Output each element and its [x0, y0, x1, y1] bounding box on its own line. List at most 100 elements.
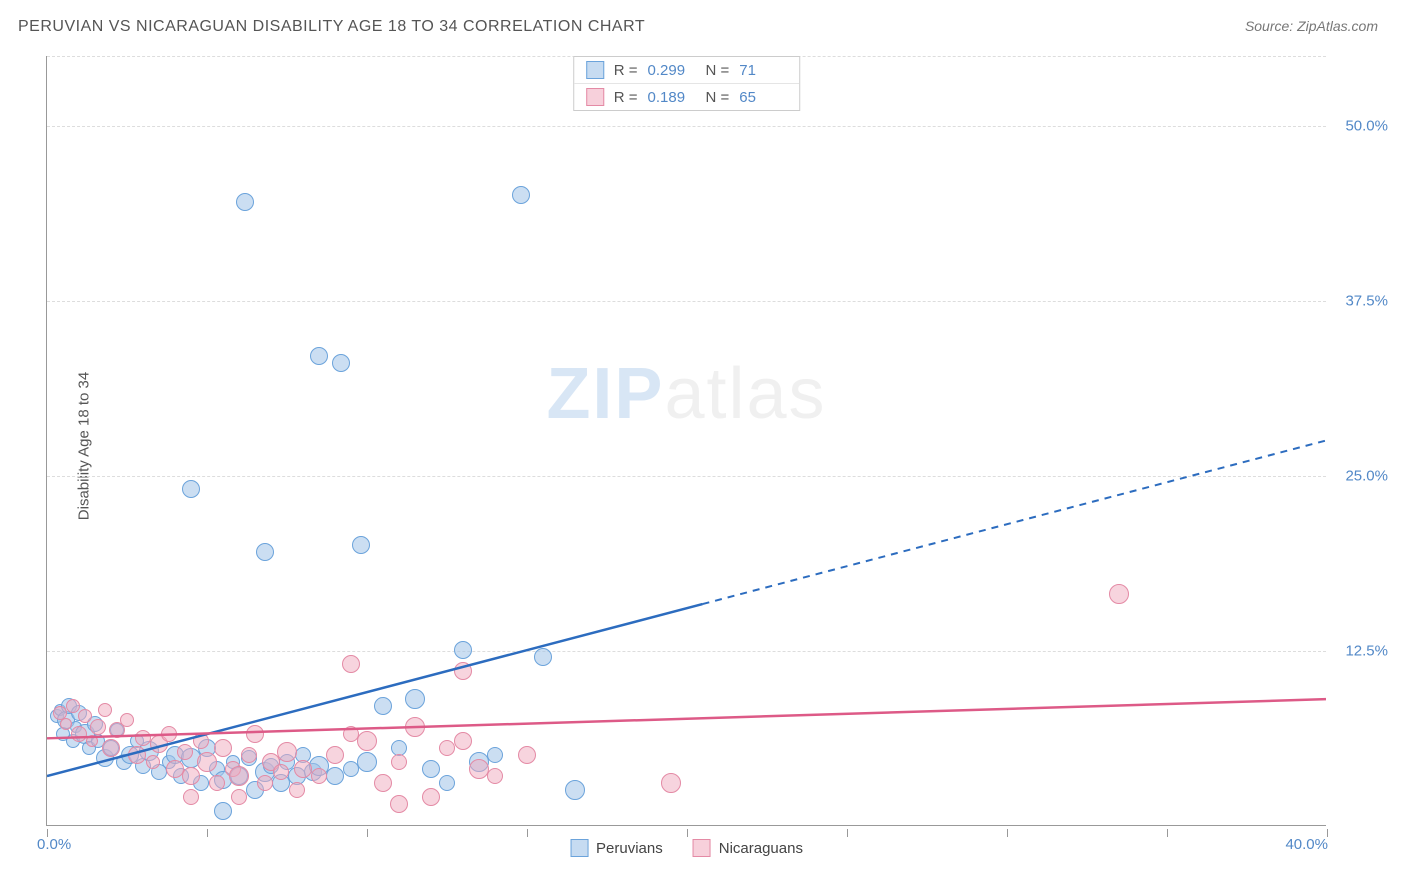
swatch-pink-icon	[693, 839, 711, 857]
scatter-point-nicaraguans	[71, 726, 87, 742]
scatter-point-nicaraguans	[518, 746, 536, 764]
scatter-point-nicaraguans	[60, 718, 72, 730]
scatter-point-nicaraguans	[391, 754, 407, 770]
scatter-point-nicaraguans	[273, 764, 289, 780]
scatter-point-nicaraguans	[487, 768, 503, 784]
scatter-point-nicaraguans	[454, 662, 472, 680]
n-value-nicaraguans: 65	[739, 89, 787, 106]
y-tick-label: 25.0%	[1345, 468, 1388, 485]
watermark: ZIPatlas	[546, 353, 826, 435]
scatter-point-nicaraguans	[146, 755, 160, 769]
scatter-point-nicaraguans	[257, 775, 273, 791]
scatter-point-peruvians	[256, 543, 274, 561]
scatter-point-peruvians	[214, 802, 232, 820]
scatter-point-nicaraguans	[214, 739, 232, 757]
scatter-point-peruvians	[512, 186, 530, 204]
trend-line-dashed-peruvians	[702, 441, 1326, 605]
scatter-point-peruvians	[405, 689, 425, 709]
x-tick	[1167, 829, 1168, 837]
x-tick	[1327, 829, 1328, 837]
scatter-point-nicaraguans	[135, 730, 151, 746]
scatter-point-nicaraguans	[311, 768, 327, 784]
scatter-point-nicaraguans	[390, 795, 408, 813]
watermark-atlas: atlas	[664, 354, 826, 434]
scatter-point-nicaraguans	[193, 733, 209, 749]
r-value-peruvians: 0.299	[648, 62, 696, 79]
scatter-point-nicaraguans	[229, 766, 249, 786]
swatch-blue-icon	[570, 839, 588, 857]
scatter-point-peruvians	[487, 747, 503, 763]
scatter-point-nicaraguans	[183, 789, 199, 805]
legend-stats-row-nicaraguans: R = 0.189 N = 65	[574, 84, 800, 110]
gridline-h	[47, 301, 1326, 302]
scatter-point-peruvians	[352, 536, 370, 554]
trend-lines-svg	[47, 56, 1326, 825]
scatter-point-nicaraguans	[454, 732, 472, 750]
legend-stats-row-peruvians: R = 0.299 N = 71	[574, 57, 800, 84]
scatter-point-peruvians	[326, 767, 344, 785]
x-tick	[1007, 829, 1008, 837]
gridline-h	[47, 476, 1326, 477]
n-label: N =	[706, 62, 730, 79]
scatter-point-nicaraguans	[102, 739, 120, 757]
scatter-point-nicaraguans	[469, 759, 489, 779]
swatch-blue-icon	[586, 61, 604, 79]
scatter-point-nicaraguans	[405, 717, 425, 737]
legend-series-box: Peruvians Nicaraguans	[570, 839, 803, 857]
scatter-point-nicaraguans	[161, 726, 177, 742]
x-tick	[367, 829, 368, 837]
swatch-pink-icon	[586, 88, 604, 106]
scatter-point-nicaraguans	[294, 760, 312, 778]
scatter-point-nicaraguans	[209, 775, 225, 791]
scatter-point-nicaraguans	[66, 699, 80, 713]
x-tick	[527, 829, 528, 837]
scatter-point-nicaraguans	[422, 788, 440, 806]
scatter-point-peruvians	[422, 760, 440, 778]
scatter-point-nicaraguans	[177, 744, 193, 760]
scatter-point-nicaraguans	[374, 774, 392, 792]
scatter-point-peruvians	[236, 193, 254, 211]
scatter-point-peruvians	[332, 354, 350, 372]
y-tick-label: 50.0%	[1345, 118, 1388, 135]
r-label: R =	[614, 62, 638, 79]
scatter-point-peruvians	[374, 697, 392, 715]
scatter-point-nicaraguans	[231, 789, 247, 805]
x-tick	[847, 829, 848, 837]
scatter-point-peruvians	[439, 775, 455, 791]
gridline-h	[47, 126, 1326, 127]
scatter-point-nicaraguans	[289, 782, 305, 798]
trend-line-nicaraguans	[47, 699, 1326, 738]
legend-label-peruvians: Peruvians	[596, 840, 663, 857]
scatter-point-nicaraguans	[86, 735, 98, 747]
scatter-point-nicaraguans	[90, 719, 106, 735]
n-value-peruvians: 71	[739, 62, 787, 79]
chart-title: PERUVIAN VS NICARAGUAN DISABILITY AGE 18…	[18, 18, 645, 36]
r-label: R =	[614, 89, 638, 106]
scatter-point-nicaraguans	[439, 740, 455, 756]
x-tick	[207, 829, 208, 837]
scatter-point-nicaraguans	[357, 731, 377, 751]
scatter-point-nicaraguans	[78, 709, 92, 723]
legend-stats-box: R = 0.299 N = 71 R = 0.189 N = 65	[573, 56, 801, 111]
chart-area: ZIPatlas R = 0.299 N = 71 R = 0.189 N = …	[46, 56, 1326, 826]
scatter-point-nicaraguans	[120, 713, 134, 727]
scatter-point-nicaraguans	[1109, 584, 1129, 604]
scatter-point-nicaraguans	[182, 767, 200, 785]
scatter-point-peruvians	[357, 752, 377, 772]
scatter-point-nicaraguans	[326, 746, 344, 764]
y-tick-label: 37.5%	[1345, 293, 1388, 310]
legend-item-peruvians: Peruvians	[570, 839, 663, 857]
source-label: Source: ZipAtlas.com	[1245, 18, 1378, 34]
x-axis-max-label: 40.0%	[1285, 836, 1328, 853]
scatter-point-nicaraguans	[128, 746, 146, 764]
scatter-point-peruvians	[182, 480, 200, 498]
scatter-point-nicaraguans	[661, 773, 681, 793]
scatter-point-peruvians	[310, 347, 328, 365]
scatter-point-nicaraguans	[342, 655, 360, 673]
scatter-point-nicaraguans	[277, 742, 297, 762]
watermark-zip: ZIP	[546, 354, 664, 434]
scatter-point-nicaraguans	[98, 703, 112, 717]
x-tick	[47, 829, 48, 837]
x-axis-min-label: 0.0%	[37, 836, 71, 853]
scatter-point-peruvians	[534, 648, 552, 666]
